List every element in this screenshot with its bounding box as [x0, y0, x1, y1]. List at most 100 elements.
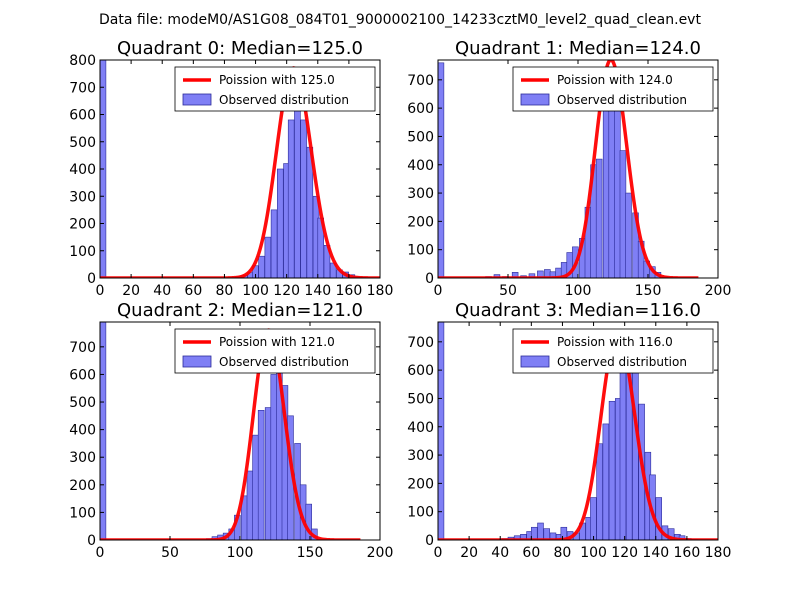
histogram-bar — [608, 400, 616, 540]
y-tick-label: 700 — [407, 73, 434, 89]
y-tick-label: 200 — [69, 478, 96, 494]
y-tick-label: 100 — [407, 243, 434, 259]
histogram-bar — [100, 322, 107, 540]
x-tick-label: 60 — [184, 283, 202, 299]
legend-hist-label: Observed distribution — [557, 355, 687, 369]
quadrant-2-panel: 0 50 100 150 200 0 100 200 300 400 500 600 700 Quadra… — [69, 300, 393, 561]
histogram-bar — [246, 470, 254, 540]
plot-area — [438, 60, 699, 278]
histogram-bar — [537, 522, 544, 540]
histogram-bar — [300, 119, 307, 278]
x-tick-label: 40 — [491, 545, 509, 561]
histogram-bar — [438, 62, 445, 278]
x-tick-label: 0 — [96, 283, 105, 299]
y-tick-label: 0 — [425, 271, 434, 287]
x-tick-label: 20 — [460, 545, 478, 561]
y-tick-label: 400 — [407, 158, 434, 174]
axes-frame — [437, 321, 719, 541]
quadrant-title: Quadrant 1: Median=124.0 — [455, 38, 701, 59]
y-tick-label: 0 — [87, 533, 96, 549]
histogram-bar — [619, 369, 627, 540]
y-tick-label: 800 — [69, 53, 96, 69]
legend-hist-label: Observed distribution — [219, 93, 349, 107]
x-tick-label: 80 — [554, 545, 572, 561]
x-tick-label: 200 — [705, 283, 732, 299]
histogram-bar — [252, 434, 259, 540]
x-tick-label: 120 — [273, 283, 300, 299]
histogram-bar — [602, 423, 610, 540]
y-tick-label: 600 — [407, 363, 434, 379]
panels: 0 20 40 60 80 100 120 140 160 1800100200300400500… — [69, 38, 731, 561]
y-tick-label: 200 — [69, 217, 96, 233]
x-tick-label: 0 — [434, 545, 443, 561]
y-tick-label: 200 — [407, 214, 434, 230]
y-tick-label: 600 — [69, 367, 96, 383]
histogram-bar — [625, 192, 632, 278]
x-tick-label: 60 — [522, 545, 540, 561]
quadrant-1-panel: 0 50 100 150 200 0 100 200 300 400 500 600 700 Quadra… — [407, 38, 731, 299]
quadrant-0-panel: 0 20 40 60 80 100 120 140 160 1800100200300400500… — [69, 38, 393, 299]
legend-curve-label: Poission with 116.0 — [557, 335, 673, 349]
histogram-bar — [614, 107, 621, 278]
quadrant-title: Quadrant 0: Median=125.0 — [117, 38, 363, 59]
histogram-bar — [257, 410, 265, 540]
histogram-bar — [277, 168, 284, 278]
y-tick-label: 400 — [407, 420, 434, 436]
x-tick-label: 160 — [674, 545, 701, 561]
figure-suptitle: Data file: modeM0/AS1G08_084T01_90000021… — [99, 12, 701, 28]
histogram-bar — [667, 528, 675, 540]
legend-hist-swatch — [182, 355, 212, 368]
poisson-curve — [438, 60, 699, 278]
histogram-bar — [438, 322, 445, 540]
histogram-bar — [655, 497, 662, 540]
y-tick-label: 500 — [69, 135, 96, 151]
y-tick-label: 700 — [407, 335, 434, 351]
histogram-bar — [590, 497, 597, 540]
legend-hist-swatch — [520, 355, 550, 368]
x-tick-label: 0 — [434, 283, 443, 299]
poisson-curve — [100, 328, 361, 540]
y-tick-label: 100 — [407, 505, 434, 521]
y-tick-label: 700 — [69, 80, 96, 96]
y-tick-label: 0 — [425, 533, 434, 549]
x-tick-label: 140 — [304, 283, 331, 299]
histogram-bar — [258, 255, 265, 278]
quadrant-title: Quadrant 3: Median=116.0 — [455, 300, 701, 321]
x-tick-label: 100 — [227, 545, 254, 561]
legend-hist-label: Observed distribution — [557, 93, 687, 107]
x-tick-label: 0 — [96, 545, 105, 561]
y-tick-label: 500 — [407, 391, 434, 407]
histogram-bar — [270, 209, 278, 278]
y-tick-label: 100 — [69, 244, 96, 260]
legend-hist-swatch — [520, 93, 550, 106]
quadrant-3-panel: 0 20 40 60 80 100 120 140 160 1800100200300400500… — [407, 300, 731, 561]
x-tick-label: 200 — [367, 545, 394, 561]
histogram-bar — [100, 60, 107, 278]
y-tick-label: 0 — [87, 271, 96, 287]
x-tick-label: 80 — [216, 283, 234, 299]
histogram-bar — [294, 89, 301, 278]
histogram-bar — [560, 526, 568, 540]
x-tick-label: 20 — [122, 283, 140, 299]
y-tick-label: 300 — [407, 448, 434, 464]
x-tick-label: 140 — [642, 545, 669, 561]
x-tick-label: 150 — [297, 545, 324, 561]
y-tick-label: 300 — [407, 186, 434, 202]
poisson-curve — [438, 331, 718, 540]
histogram-bar — [287, 119, 295, 278]
legend-hist-swatch — [182, 93, 212, 106]
y-tick-label: 300 — [69, 450, 96, 466]
histogram-bar — [595, 158, 603, 278]
y-tick-label: 100 — [69, 505, 96, 521]
x-tick-label: 150 — [635, 283, 662, 299]
y-tick-label: 700 — [69, 340, 96, 356]
histogram-bar — [543, 528, 550, 540]
plot-area — [100, 322, 361, 540]
histogram-bar — [531, 526, 538, 540]
x-tick-label: 180 — [367, 283, 394, 299]
histogram-bar — [511, 272, 519, 278]
y-tick-label: 200 — [407, 476, 434, 492]
histogram-bar — [264, 236, 272, 278]
x-tick-label: 50 — [499, 283, 517, 299]
